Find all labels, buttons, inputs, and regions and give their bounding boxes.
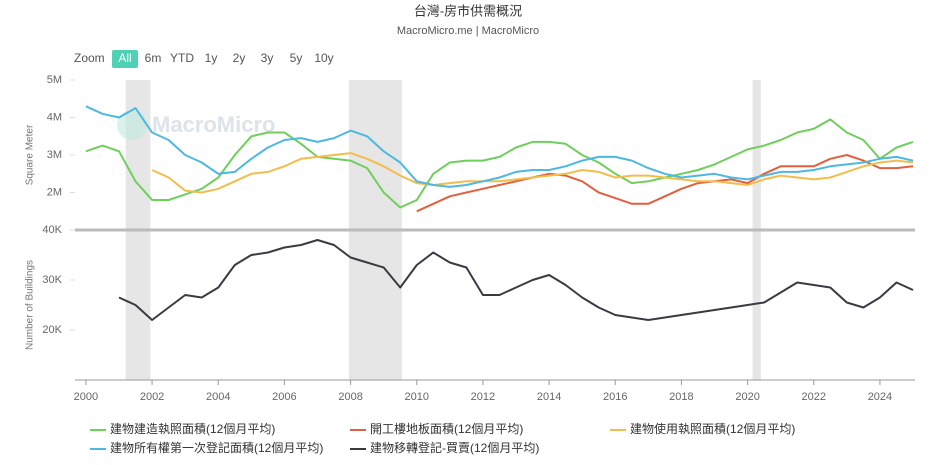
x-tick-label: 2012	[471, 391, 495, 403]
series-line	[151, 152, 914, 194]
watermark: MacroMicro	[152, 112, 275, 137]
y-tick-label: 4M	[47, 111, 62, 123]
series-line	[416, 154, 914, 213]
y-tick-label: 2M	[47, 186, 62, 198]
chart-title: 台灣-房市供需概況	[414, 3, 522, 18]
legend-label[interactable]: 建物使用執照面積(12個月平均)	[630, 421, 795, 436]
x-tick-label: 2002	[140, 391, 164, 403]
y-axis-label: Square Meter	[25, 124, 36, 185]
x-tick-label: 2004	[206, 391, 230, 403]
series-line	[118, 239, 914, 321]
legend-label[interactable]: 建物所有權第一次登記面積(12個月平均)	[110, 440, 323, 455]
range-button-bg[interactable]	[112, 50, 138, 68]
x-tick-label: 2020	[735, 391, 759, 403]
range-button[interactable]: 10y	[314, 51, 333, 65]
legend-label[interactable]: 建物建造執照面積(12個月平均)	[110, 421, 275, 436]
legend-label[interactable]: 建物移轉登記-買賣(12個月平均)	[370, 440, 539, 455]
range-button[interactable]: 3y	[261, 51, 274, 65]
x-tick-label: 2018	[669, 391, 693, 403]
watermark-icon	[117, 110, 147, 140]
y-tick-label: 5M	[47, 74, 62, 86]
y-tick-label: 30K	[42, 274, 62, 286]
y-axis-label: Number of Buildings	[25, 260, 36, 350]
x-tick-label: 2000	[74, 391, 98, 403]
range-button[interactable]: 1y	[205, 51, 218, 65]
series-line	[85, 118, 914, 209]
legend-label[interactable]: 開工樓地板面積(12個月平均)	[370, 421, 523, 436]
x-tick-label: 2016	[603, 391, 627, 403]
series-line	[85, 105, 914, 188]
x-tick-label: 2008	[338, 391, 362, 403]
range-button[interactable]: 5y	[290, 51, 303, 65]
chart-subtitle: MacroMicro.me | MacroMicro	[397, 25, 539, 37]
range-button[interactable]: 6m	[145, 51, 162, 65]
x-tick-label: 2024	[868, 391, 892, 403]
range-button[interactable]: All	[118, 51, 131, 65]
y-tick-label: 3M	[47, 149, 62, 161]
y-tick-label: 40K	[42, 224, 62, 236]
x-tick-label: 2006	[272, 391, 296, 403]
range-button[interactable]: YTD	[170, 51, 194, 65]
x-tick-label: 2022	[802, 391, 826, 403]
x-tick-label: 2014	[537, 391, 561, 403]
zoom-label: Zoom	[74, 51, 105, 65]
x-tick-label: 2010	[405, 391, 429, 403]
range-button[interactable]: 2y	[233, 51, 246, 65]
y-tick-label: 20K	[42, 324, 62, 336]
